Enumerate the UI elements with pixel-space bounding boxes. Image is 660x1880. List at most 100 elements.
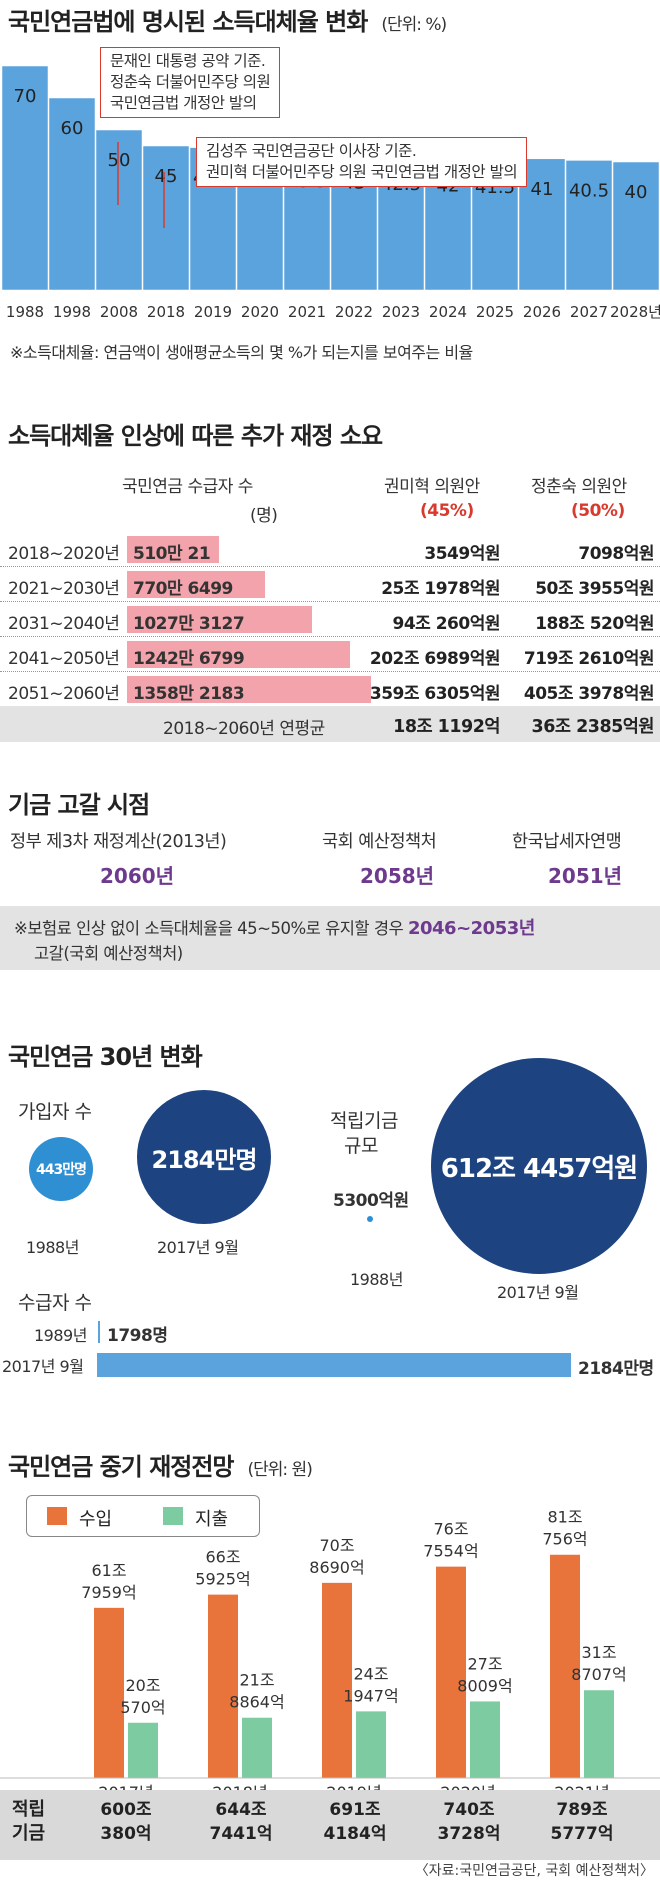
recipients-value: 1242만 6799 [133, 649, 245, 669]
cost-kwon: 3549억원 [424, 544, 500, 564]
bar-2018 [142, 145, 190, 291]
fund-note-box: ※보험료 인상 없이 소득대체율을 45~50%로 유지할 경우 2046~20… [0, 906, 660, 970]
thirty-title: 국민연금 30년 변화 [8, 1043, 203, 1071]
fund-size-label-1: 적립기금 [330, 1110, 398, 1132]
subscribers-label: 가입자 수 [18, 1101, 92, 1123]
expense-label: 31조 [581, 1643, 616, 1662]
income-label: 8690억 [309, 1558, 364, 1577]
callout-kim: 김성주 국민연금공단 이사장 기준. 권미혁 더불어민주당 의원 국민연금법 개… [196, 137, 528, 187]
bar-value-label: 70 [14, 86, 37, 107]
income-bar-2019년 [322, 1582, 352, 1778]
cost-jung: 50조 3955억원 [535, 579, 654, 599]
x-tick-label: 2008 [100, 303, 138, 321]
expense-label: 8009억 [457, 1676, 512, 1695]
cost-row: 2031~2040년 1027만 3127 94조 260억원 188조 520억원 [0, 603, 660, 637]
x-tick-label: 2022 [335, 303, 373, 321]
replacement-title: 국민연금법에 명시된 소득대체율 변화 (단위: %) [8, 8, 447, 36]
source-note: 〈자료:국민연금공단, 국회 예산정책처〉 [414, 1863, 654, 1879]
fund-title: 기금 고갈 시점 [8, 791, 150, 819]
cost-avg-row: 2018~2060년 연평균 18조 1192억 36조 2385억원 [0, 706, 660, 742]
row-divider [0, 636, 660, 637]
year-label: 2020년 [440, 1783, 495, 1790]
fund-value-2017: 600조 380억 [100, 1800, 152, 1844]
subscribers-1988-circle: 443만명 [29, 1137, 93, 1201]
bar-value-label: 40 [625, 182, 648, 203]
midterm-fund-row: 적립 기금 600조 380억 644조 7441억 691조 4184억 740조 3… [0, 1790, 660, 1860]
fund-value-2021: 789조 5777억 [550, 1800, 614, 1844]
cost-avg-label: 2018~2060년 연평균 [163, 719, 325, 739]
year-label: 2018년 [212, 1783, 267, 1790]
cost-jung: 7098억원 [578, 544, 654, 564]
x-tick-label: 2024 [429, 303, 467, 321]
recipients-bar [127, 641, 351, 668]
fund-2017-circle: 612조 4457억원 [431, 1058, 647, 1274]
replacement-footnote: ※소득대체율: 연금액이 생애평균소득의 몇 %가 되는지를 보여주는 비율 [10, 343, 473, 362]
cost-avg-jung: 36조 2385억원 [531, 717, 655, 737]
subscribers-1988-value: 443만명 [36, 1162, 87, 1178]
recipients-1989-value: 1798명 [107, 1326, 168, 1346]
recipients-bar [127, 606, 312, 633]
midterm-unit: (단위: 원) [247, 1460, 313, 1480]
hdr-recipients-unit: (명) [250, 506, 278, 526]
expense-bar-2020년 [470, 1701, 500, 1778]
x-tick-label: 2020 [241, 303, 279, 321]
midterm-fund-label-1: 적립 [12, 1799, 46, 1820]
cost-kwon: 94조 260억원 [392, 614, 501, 634]
expense-bar-2018년 [242, 1717, 272, 1778]
bar-value-label: 40.5 [569, 180, 609, 201]
expense-label: 8864억 [229, 1693, 284, 1712]
subscribers-2017-year: 2017년 9월 [157, 1238, 239, 1257]
x-tick-label: 2018 [147, 303, 185, 321]
cost-kwon: 202조 6989억원 [369, 649, 501, 669]
cost-avg-kwon: 18조 1192억 [393, 717, 500, 737]
bar-value-label: 45 [155, 166, 178, 187]
year-label: 2021년 [554, 1783, 609, 1790]
fund-note-pre: ※보험료 인상 없이 소득대체율을 45~50%로 유지할 경우 [14, 919, 404, 938]
midterm-legend: 수입 지출 [26, 1495, 260, 1537]
recipients-value: 1027만 3127 [133, 614, 245, 634]
x-tick-label: 1988 [6, 303, 44, 321]
recipients-value: 770만 6499 [133, 579, 233, 599]
recipients-bar [127, 571, 266, 598]
expense-label: 570억 [120, 1698, 165, 1717]
income-label: 5925억 [195, 1570, 250, 1589]
cost-period: 2031~2040년 [8, 614, 120, 634]
fund-year-taxpayers: 2051년 [548, 864, 623, 888]
cost-jung: 719조 2610억원 [523, 649, 655, 669]
bar-1998 [48, 97, 96, 291]
cost-jung: 188조 520억원 [535, 614, 654, 634]
hdr-kwon-pct: (45%) [420, 501, 474, 521]
fund-value-2019: 691조 4184억 [323, 1800, 387, 1844]
midterm-fund-label-2: 기금 [12, 1823, 46, 1844]
fund-source-taxpayers: 한국납세자연맹 [512, 832, 622, 852]
fund-year-gov: 2060년 [100, 864, 175, 888]
cost-title: 소득대체율 인상에 따른 추가 재정 소요 [8, 422, 383, 450]
income-label: 81조 [547, 1508, 582, 1527]
legend-income-swatch [47, 1507, 67, 1525]
income-label: 7554억 [423, 1542, 478, 1561]
cost-kwon: 25조 1978억원 [381, 579, 500, 599]
callout-moon: 문재인 대통령 공약 기준. 정춘숙 더불어민주당 의원 국민연금법 개정안 발… [100, 47, 281, 118]
x-tick-label: 2021 [288, 303, 326, 321]
hdr-recipients: 국민연금 수급자 수 [122, 477, 253, 497]
fund-value-2018: 644조 7441억 [209, 1800, 273, 1844]
fund-1988-year: 1988년 [350, 1270, 403, 1289]
recipients-value: 510만 21 [133, 544, 211, 564]
recipients-2017-bar [97, 1353, 571, 1377]
fund-note-post: 고갈(국회 예산정책처) [34, 944, 183, 963]
x-tick-label: 2025 [476, 303, 514, 321]
fund-1988-dot [367, 1216, 373, 1222]
x-tick-label: 2027 [570, 303, 608, 321]
income-label: 756억 [542, 1530, 587, 1549]
fund-2017-year: 2017년 9월 [497, 1283, 579, 1302]
replacement-unit: (단위: %) [381, 15, 447, 35]
x-tick-label: 2019 [194, 303, 232, 321]
recipients-1989-tick [98, 1321, 100, 1343]
cost-jung: 405조 3978억원 [523, 684, 655, 704]
bar-2028년 [612, 161, 660, 291]
income-bar-2021년 [550, 1554, 580, 1778]
expense-bar-2017년 [128, 1722, 158, 1778]
x-tick-label: 1998 [53, 303, 91, 321]
recipients-2017-year: 2017년 9월 [2, 1357, 84, 1376]
fund-source-gov: 정부 제3차 재정계산(2013년) [10, 832, 227, 852]
